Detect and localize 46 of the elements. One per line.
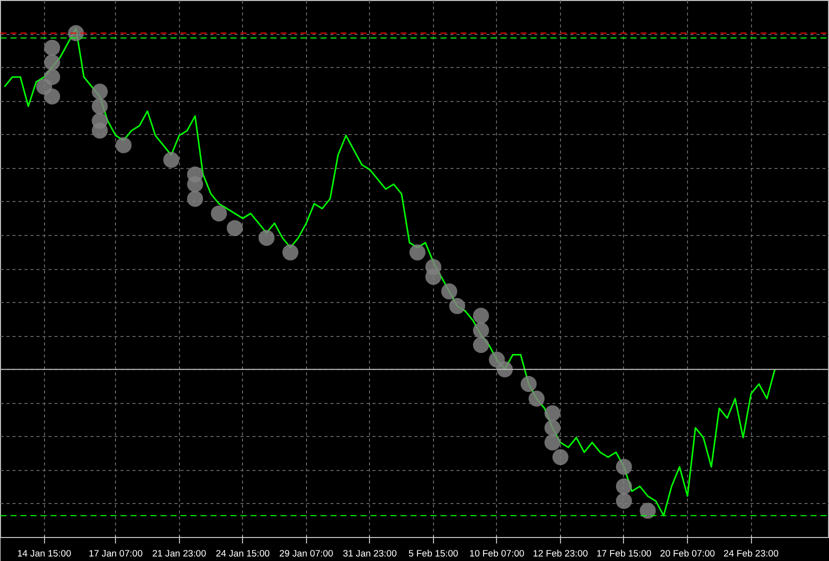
point <box>473 308 489 324</box>
x-tick-label: 24 Jan 15:00 <box>216 548 270 558</box>
point <box>473 337 489 353</box>
point <box>449 298 466 314</box>
point <box>163 152 180 168</box>
point <box>282 244 298 260</box>
point <box>187 176 204 192</box>
point <box>616 492 632 509</box>
point <box>409 244 426 260</box>
point <box>441 283 458 300</box>
x-tick-label: 12 Feb 23:00 <box>532 548 588 558</box>
point <box>258 230 275 246</box>
x-tick-label: 10 Feb 07:00 <box>469 548 524 558</box>
point <box>116 137 132 154</box>
point <box>44 40 60 56</box>
x-tick-label: 5 Feb 15:00 <box>408 548 458 558</box>
point <box>44 69 60 85</box>
point <box>616 478 632 494</box>
point <box>640 502 656 519</box>
x-tick-label: 20 Feb 07:00 <box>660 548 715 558</box>
point <box>92 84 108 100</box>
x-tick-label: 17 Feb 15:00 <box>596 548 652 558</box>
point <box>544 434 560 450</box>
point <box>425 268 442 285</box>
point <box>473 322 489 338</box>
point <box>187 190 204 207</box>
point <box>210 205 227 222</box>
point <box>616 458 632 475</box>
point <box>544 405 560 422</box>
point <box>68 25 84 42</box>
point <box>44 54 60 70</box>
x-tick-label: 21 Jan 23:00 <box>152 548 206 558</box>
point <box>496 361 513 378</box>
point <box>528 390 545 407</box>
x-tick-label: 31 Jan 23:00 <box>342 548 397 558</box>
point <box>520 376 537 392</box>
x-tick-label: 24 Feb 23:00 <box>724 548 779 558</box>
point <box>92 122 108 139</box>
point <box>44 88 60 104</box>
point <box>544 420 560 436</box>
x-tick-label: 17 Jan 07:00 <box>88 548 143 558</box>
x-tick-label: 14 Jan 15:00 <box>17 548 72 558</box>
point <box>92 98 108 114</box>
point <box>552 449 568 466</box>
x-tick-label: 29 Jan 07:00 <box>279 548 334 558</box>
point <box>226 220 243 236</box>
